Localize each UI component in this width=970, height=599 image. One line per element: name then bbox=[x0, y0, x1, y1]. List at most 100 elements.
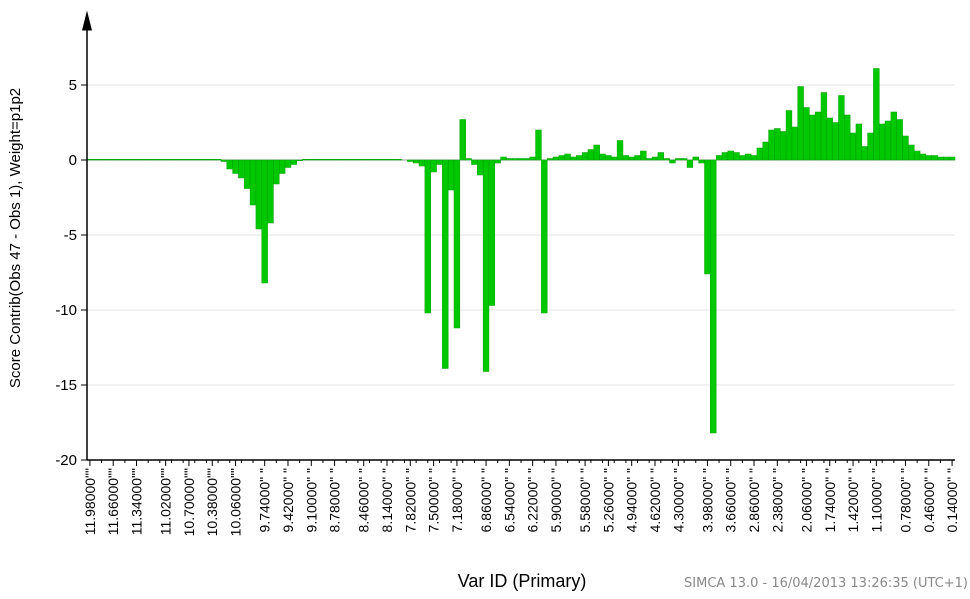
y-tick-label: -15 bbox=[55, 377, 77, 394]
x-tick-label: 10.70000"" bbox=[181, 468, 197, 536]
bar bbox=[115, 159, 123, 161]
bar bbox=[791, 126, 798, 161]
bar bbox=[663, 158, 670, 161]
bar bbox=[453, 159, 461, 329]
bar bbox=[855, 123, 863, 161]
bar bbox=[179, 159, 187, 161]
x-tick-label: 0.78000" " bbox=[897, 468, 913, 532]
bar bbox=[512, 158, 519, 161]
bar bbox=[517, 158, 525, 161]
bar bbox=[558, 155, 565, 161]
bar bbox=[698, 159, 705, 164]
bar bbox=[669, 159, 676, 164]
x-tick-label: 0.14000" " bbox=[944, 468, 960, 532]
bar bbox=[296, 159, 303, 161]
bar bbox=[174, 159, 181, 161]
bar bbox=[232, 159, 239, 174]
bar bbox=[838, 95, 845, 161]
bar bbox=[244, 159, 251, 189]
bar bbox=[896, 119, 903, 161]
bar bbox=[226, 159, 233, 170]
bar bbox=[890, 111, 897, 161]
bar bbox=[86, 159, 94, 161]
bar bbox=[943, 156, 950, 161]
bar bbox=[634, 155, 641, 161]
x-tick-label: 5.58000" " bbox=[577, 468, 593, 532]
x-tick-label: 11.02000"" bbox=[158, 468, 174, 535]
bar bbox=[185, 159, 193, 161]
bar bbox=[354, 159, 362, 161]
bar bbox=[290, 159, 297, 165]
bar bbox=[343, 159, 350, 161]
bar bbox=[267, 159, 274, 224]
bar bbox=[814, 111, 822, 161]
bar bbox=[412, 159, 420, 164]
bar bbox=[826, 117, 833, 161]
x-tick-label: 9.42000" " bbox=[280, 468, 296, 532]
bar bbox=[395, 159, 402, 161]
x-tick-label: 6.54000" " bbox=[501, 468, 517, 532]
bar bbox=[127, 159, 134, 161]
bar bbox=[436, 159, 443, 165]
bar bbox=[308, 159, 315, 161]
bar bbox=[494, 159, 501, 164]
bar bbox=[779, 131, 787, 161]
x-axis-label: Var ID (Primary) bbox=[458, 571, 587, 591]
bar bbox=[360, 159, 367, 161]
x-tick-label: 7.50000" " bbox=[426, 468, 442, 532]
bar bbox=[727, 150, 734, 161]
y-tick-label: -10 bbox=[55, 302, 77, 319]
bar bbox=[255, 159, 263, 230]
x-tick-label: 2.38000" " bbox=[769, 468, 785, 532]
bar bbox=[599, 153, 606, 161]
x-tick-label: 8.78000" " bbox=[327, 468, 343, 532]
bar bbox=[576, 155, 583, 161]
bar bbox=[249, 159, 257, 206]
bar bbox=[535, 129, 542, 161]
bar bbox=[465, 158, 472, 161]
bar bbox=[482, 159, 490, 372]
bar bbox=[273, 159, 280, 185]
bar bbox=[628, 156, 635, 161]
bar bbox=[733, 152, 740, 161]
x-tick-label: 10.06000"" bbox=[228, 468, 244, 536]
x-tick-label: 9.10000" " bbox=[303, 468, 319, 532]
bar bbox=[383, 159, 391, 161]
bar bbox=[913, 150, 921, 161]
bar bbox=[459, 119, 466, 161]
bar bbox=[389, 159, 397, 161]
bar bbox=[541, 159, 548, 314]
bar bbox=[191, 159, 198, 161]
bar bbox=[238, 159, 245, 179]
bar bbox=[110, 159, 117, 161]
x-tick-label: 11.98000"" bbox=[82, 468, 98, 535]
bar bbox=[919, 153, 927, 161]
bar bbox=[488, 159, 496, 306]
x-tick-label: 5.26000" " bbox=[600, 468, 616, 532]
bar bbox=[442, 159, 449, 369]
bar bbox=[209, 159, 216, 161]
x-tick-label: 2.06000" " bbox=[798, 468, 814, 532]
bar bbox=[774, 128, 781, 161]
bar bbox=[902, 135, 909, 161]
bar bbox=[500, 156, 507, 161]
bar bbox=[645, 158, 653, 161]
bar bbox=[424, 159, 431, 314]
bar bbox=[139, 159, 146, 161]
y-tick-label: -5 bbox=[64, 227, 77, 244]
footer: SIMCA 13.0 - 16/04/2013 13:26:35 (UTC+1) bbox=[684, 576, 968, 591]
bar bbox=[710, 159, 717, 434]
x-tick-label: 4.94000" " bbox=[624, 468, 640, 532]
bar bbox=[418, 159, 426, 167]
bar bbox=[98, 159, 105, 161]
bar bbox=[168, 159, 175, 161]
bar bbox=[587, 149, 595, 161]
bar bbox=[797, 86, 804, 161]
bar bbox=[546, 158, 554, 161]
y-tick-label: -20 bbox=[55, 452, 77, 469]
bar bbox=[477, 159, 484, 176]
bar bbox=[861, 146, 868, 161]
bar bbox=[605, 155, 612, 161]
bar bbox=[162, 159, 169, 161]
